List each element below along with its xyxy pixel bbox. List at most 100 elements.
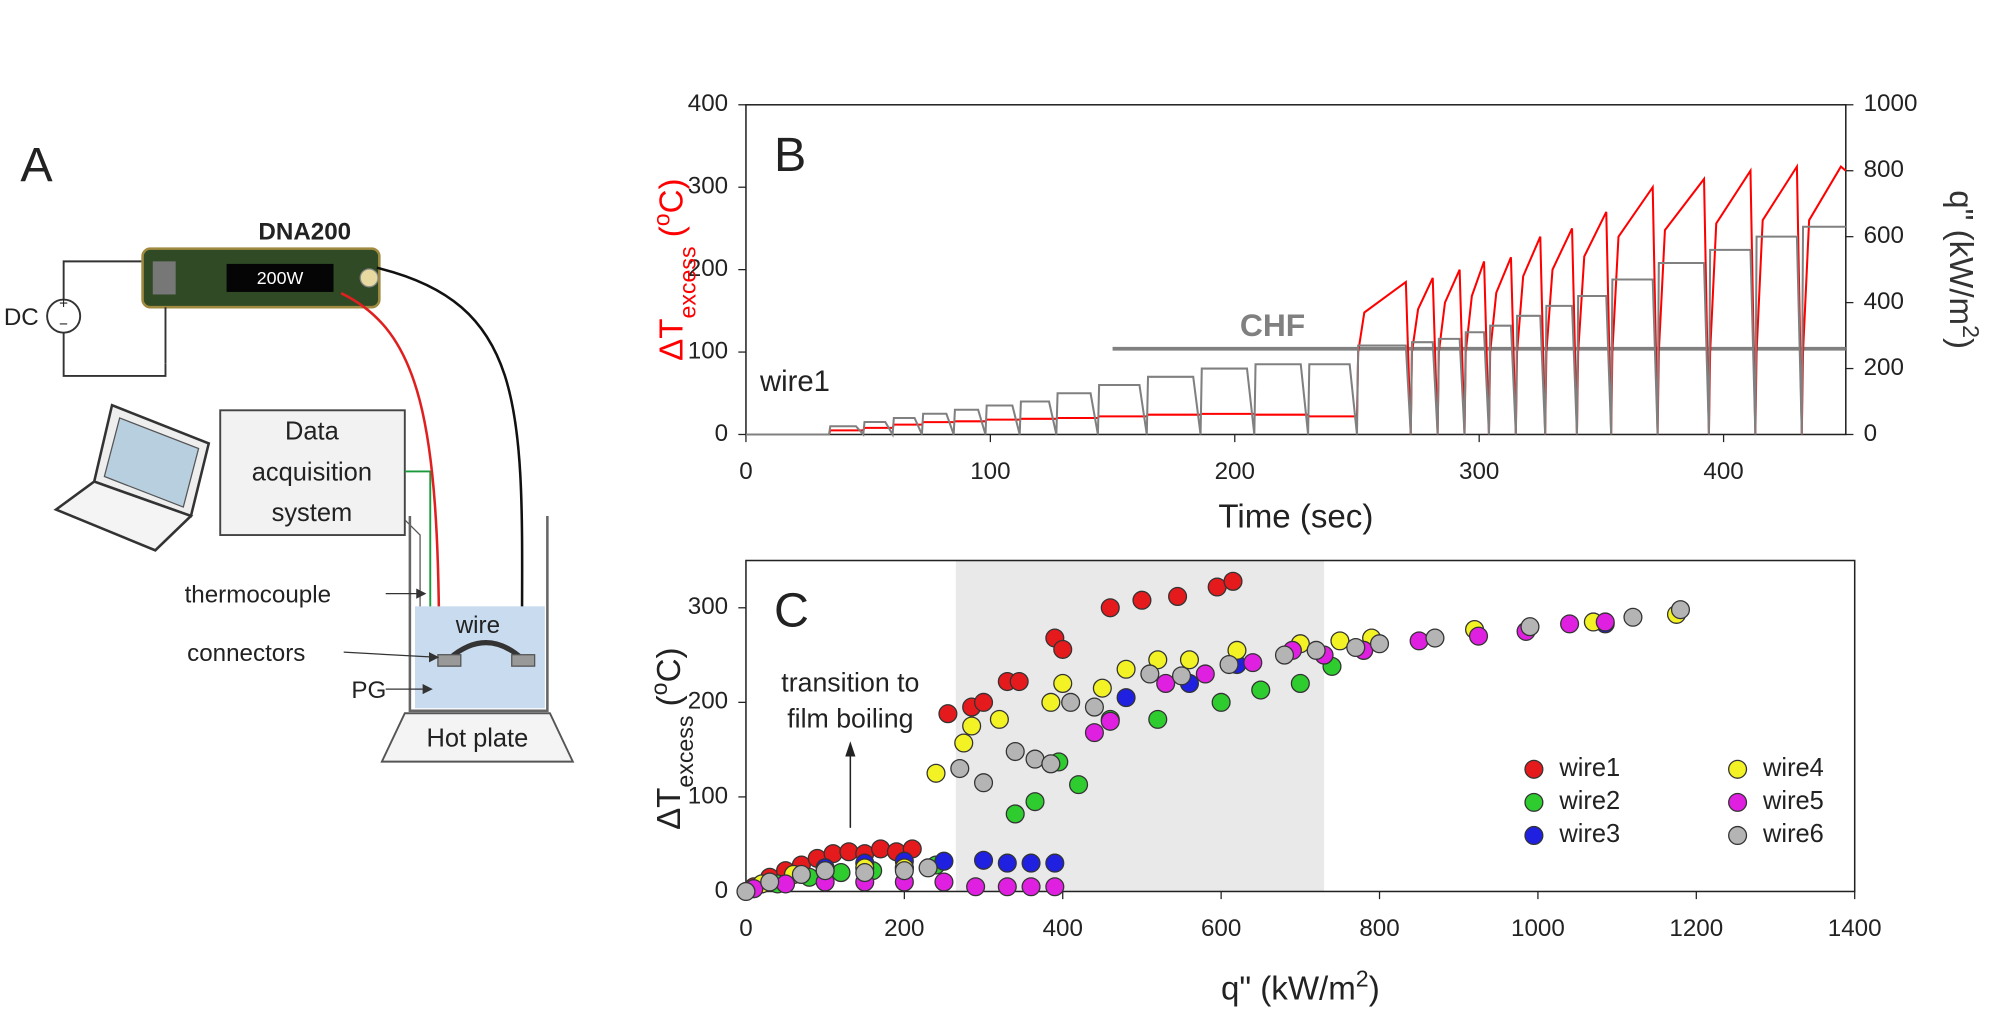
daq-label: system	[272, 499, 353, 527]
point	[926, 763, 946, 783]
legend-label: wire3	[1558, 820, 1620, 848]
point	[997, 877, 1017, 897]
x-tick-label: 300	[1459, 458, 1499, 485]
pointer	[343, 651, 437, 658]
dc-source	[46, 298, 82, 334]
y-tick-label: 300	[688, 593, 728, 620]
point	[934, 872, 954, 892]
axis-label-part: 2	[1356, 966, 1369, 992]
legend-label: wire1	[1558, 754, 1620, 782]
point	[973, 850, 994, 870]
point	[954, 733, 974, 753]
wire-label: wire	[455, 612, 500, 639]
shaded-region	[955, 560, 1325, 892]
point	[1520, 617, 1540, 637]
point	[760, 872, 780, 892]
point	[1009, 672, 1029, 692]
axis-label-part: ΔT	[653, 319, 690, 361]
connector	[511, 654, 536, 667]
axis-label-part: C)	[651, 648, 688, 683]
series-line	[745, 163, 1847, 436]
plot-frame	[745, 559, 1856, 893]
legend-marker	[1524, 825, 1544, 846]
point	[1670, 600, 1691, 620]
x-tick-label: 200	[1215, 458, 1255, 485]
legend-label: wire5	[1762, 787, 1824, 815]
point	[776, 874, 796, 894]
dc-label: DC	[4, 304, 39, 331]
point	[815, 861, 835, 881]
laptop-base	[53, 480, 194, 552]
axis-label-part: q" (kW/m	[1221, 971, 1356, 1008]
x-tick-label: 600	[1201, 915, 1241, 942]
axis-label: ΔTexcess (oC)	[646, 648, 698, 830]
axis-label-part: q" (kW/m	[1942, 190, 1979, 325]
arrowhead	[845, 741, 856, 757]
laptop-display	[103, 417, 200, 508]
connectors-label: connectors	[187, 640, 305, 667]
point	[1084, 723, 1104, 743]
panel-label: C	[774, 584, 809, 638]
legend-label: wire6	[1762, 820, 1824, 848]
y2-tick-label: 600	[1864, 222, 1904, 249]
point	[1005, 804, 1025, 824]
point	[1623, 607, 1643, 627]
note: wire1	[759, 366, 830, 398]
point	[855, 863, 875, 883]
pg-label: PG	[351, 677, 386, 704]
dc-sign: −	[59, 316, 68, 333]
series-line	[745, 225, 1846, 438]
point	[966, 877, 986, 897]
point	[1061, 692, 1081, 712]
point	[1053, 673, 1073, 693]
connector	[437, 654, 462, 667]
axis-label-part: (	[651, 695, 688, 715]
note: film boiling	[787, 703, 913, 733]
y2-tick-label: 1000	[1864, 90, 1918, 117]
point	[1369, 634, 1390, 654]
point	[1243, 653, 1263, 673]
point	[1409, 631, 1429, 651]
axis-label-part: 2	[1958, 325, 1984, 338]
point	[1100, 598, 1120, 618]
point	[1306, 640, 1326, 660]
axis-label-part: (	[653, 226, 690, 246]
red-lead	[340, 292, 441, 656]
panel-label: B	[774, 128, 806, 182]
hot-plate	[380, 712, 575, 763]
point	[1005, 741, 1025, 762]
point	[1425, 628, 1445, 648]
arrowhead	[416, 588, 427, 599]
panel-a: A + − DC DNA200 200W Data acquisition sy…	[4, 138, 575, 763]
axis-label-part: ΔT	[651, 788, 688, 830]
point	[1021, 853, 1041, 873]
y-tick-label: 100	[688, 337, 728, 364]
point	[1116, 659, 1136, 679]
point	[1053, 639, 1073, 659]
axis-label-part: C)	[653, 178, 690, 213]
x-tick-label: 400	[1703, 458, 1743, 485]
point	[918, 858, 938, 878]
point	[1045, 853, 1065, 873]
point	[973, 692, 994, 712]
axis-label: Time (sec)	[1218, 498, 1373, 535]
note: transition to	[781, 668, 919, 698]
panel-label: A	[20, 138, 53, 192]
axis-label-part: )	[1369, 971, 1380, 1008]
x-tick-label: 100	[970, 458, 1010, 485]
thermocouple-label: thermocouple	[185, 582, 331, 609]
y-tick-label: 0	[715, 877, 728, 904]
legend-marker	[1524, 792, 1544, 812]
daq-label: Data	[285, 418, 340, 446]
legend-label: wire2	[1558, 787, 1620, 815]
terminal	[359, 268, 379, 288]
point	[1595, 612, 1615, 632]
point	[1346, 637, 1366, 658]
legend-marker	[1728, 759, 1748, 779]
point	[1179, 650, 1200, 670]
axis-label-part: excess	[674, 246, 700, 318]
board-label: DNA200	[258, 219, 351, 246]
point	[831, 863, 851, 883]
